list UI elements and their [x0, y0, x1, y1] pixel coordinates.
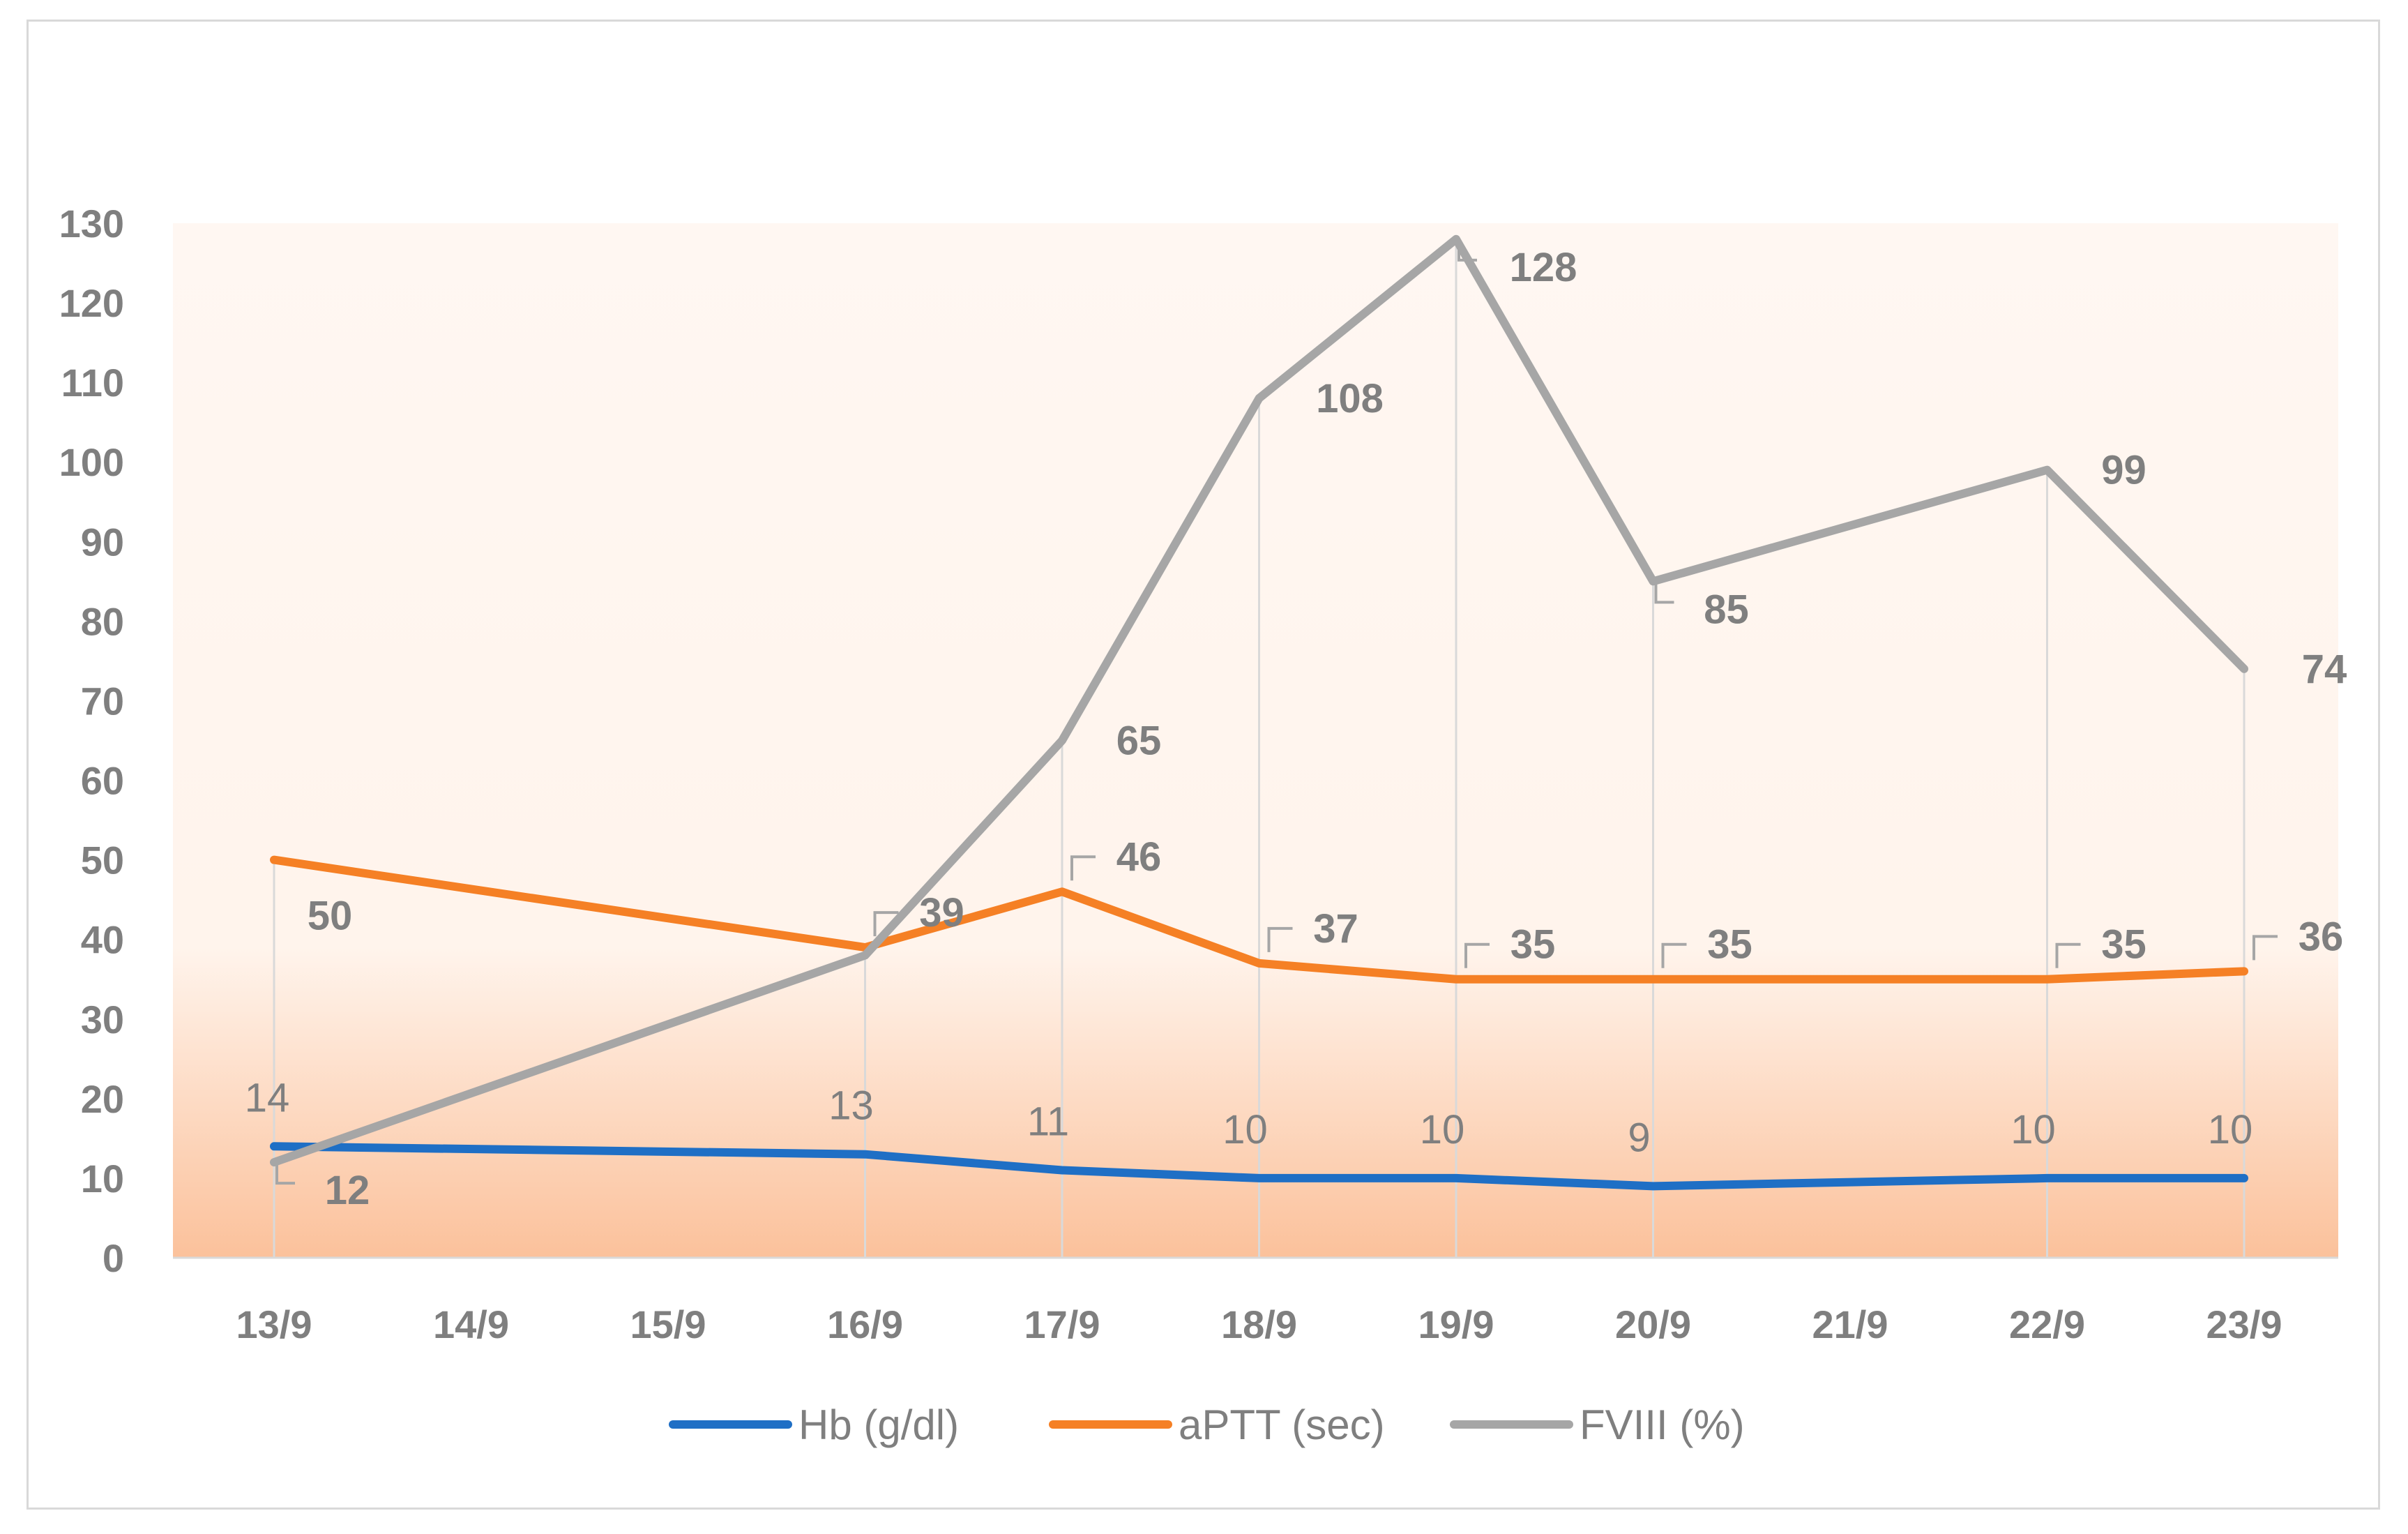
x-tick-label: 13/9 — [236, 1302, 312, 1346]
aptt-data-label: 37 — [1313, 906, 1358, 952]
y-tick-label: 110 — [61, 361, 124, 405]
label-leader-line — [1654, 581, 1674, 604]
y-tick-label: 100 — [59, 440, 124, 484]
y-tick-label: 70 — [81, 679, 124, 723]
plot-area — [173, 223, 2338, 1258]
y-tick-label: 30 — [81, 998, 124, 1042]
y-tick-label: 90 — [81, 520, 124, 564]
x-tick-label: 17/9 — [1024, 1302, 1100, 1346]
y-tick-label: 120 — [59, 281, 124, 325]
y-tick-label: 0 — [103, 1236, 124, 1280]
y-tick-label: 40 — [81, 918, 124, 962]
hb-data-label: 11 — [1027, 1099, 1069, 1145]
hb-data-label: 10 — [1222, 1107, 1268, 1152]
y-tick-label: 10 — [81, 1157, 124, 1201]
x-tick-label: 22/9 — [2009, 1302, 2085, 1346]
aptt-series-line — [270, 855, 2248, 984]
fviii-data-label: 128 — [1510, 245, 1577, 290]
y-tick-label: 50 — [81, 839, 124, 882]
label-leader-line — [873, 911, 899, 937]
x-tick-label: 23/9 — [2206, 1302, 2282, 1346]
aptt-data-label: 50 — [308, 894, 353, 939]
hb-data-label: 13 — [828, 1083, 874, 1129]
label-leader-line — [1457, 239, 1477, 262]
x-tick-label: 14/9 — [433, 1302, 509, 1346]
label-leader-line — [1267, 926, 1293, 952]
aptt-data-label: 35 — [2101, 922, 2146, 968]
legend-label: Hb (g/dl) — [798, 1401, 959, 1448]
aptt-data-label: 35 — [1707, 922, 1752, 968]
hb-series-line — [270, 1142, 2248, 1191]
hb-data-label: 10 — [1420, 1107, 1465, 1152]
hb-data-label: 14 — [245, 1075, 290, 1120]
y-tick-label: 60 — [81, 759, 124, 803]
y-tick-label: 80 — [81, 599, 124, 643]
label-leader-line — [2252, 935, 2278, 961]
y-tick-label: 130 — [59, 202, 124, 246]
fviii-data-label: 85 — [1704, 587, 1749, 632]
label-leader-line — [2055, 942, 2081, 968]
hb-data-label: 9 — [1628, 1115, 1650, 1160]
aptt-data-label: 36 — [2299, 914, 2344, 959]
aptt-data-label: 39 — [919, 890, 964, 935]
aptt-data-label: 46 — [1116, 834, 1162, 880]
fviii-data-label: 99 — [2101, 448, 2146, 493]
label-leader-line — [1070, 855, 1096, 881]
label-leader-line — [275, 1162, 295, 1185]
fviii-data-label: 74 — [2302, 647, 2347, 692]
fviii-data-label: 108 — [1316, 376, 1384, 421]
x-tick-label: 20/9 — [1615, 1302, 1691, 1346]
x-tick-label: 15/9 — [630, 1302, 706, 1346]
hb-data-label: 10 — [2011, 1107, 2056, 1152]
x-tick-label: 21/9 — [1812, 1302, 1888, 1346]
fviii-data-label: 12 — [325, 1168, 370, 1213]
legend-label: FVIII (%) — [1580, 1401, 1745, 1448]
x-tick-label: 19/9 — [1418, 1302, 1494, 1346]
fviii-data-label: 65 — [1116, 719, 1162, 764]
aptt-data-label: 35 — [1510, 922, 1556, 968]
y-tick-label: 20 — [81, 1077, 124, 1121]
hb-data-label: 10 — [2208, 1107, 2253, 1152]
fviii-series-line — [270, 234, 2248, 1167]
legend-label: aPTT (sec) — [1179, 1401, 1385, 1448]
x-tick-label: 18/9 — [1221, 1302, 1297, 1346]
label-leader-line — [1464, 942, 1490, 968]
label-leader-line — [1661, 942, 1687, 968]
x-tick-label: 16/9 — [827, 1302, 903, 1346]
